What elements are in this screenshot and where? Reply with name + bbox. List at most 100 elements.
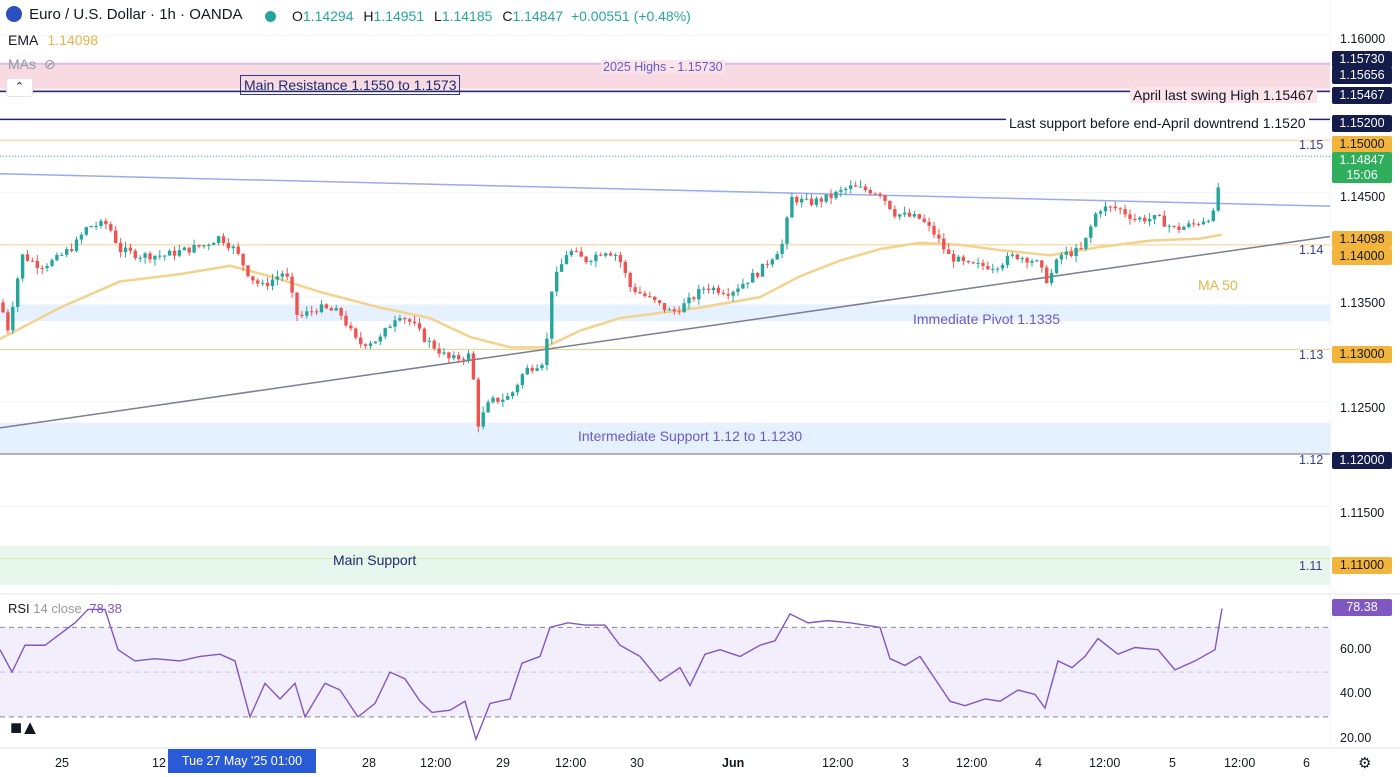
candle-body: [65, 249, 69, 255]
candle-body: [746, 282, 750, 284]
market-status-icon: [265, 11, 276, 22]
candle-body: [172, 250, 177, 256]
candle-body: [809, 198, 814, 205]
candle-body: [501, 399, 505, 402]
candle-body: [471, 353, 476, 380]
candle-body: [114, 230, 118, 243]
candle-body: [706, 288, 711, 291]
ema-legend[interactable]: EMA 1.14098: [8, 32, 98, 48]
candle-body: [378, 336, 382, 342]
rsi-axis-label: 60.00: [1340, 642, 1372, 656]
candle-body: [574, 251, 578, 253]
candle-body: [261, 282, 265, 284]
candle-body: [1157, 215, 1162, 217]
candle-body: [55, 254, 59, 261]
candle-body: [951, 253, 956, 262]
candle-body: [755, 273, 760, 277]
candle-body: [408, 319, 412, 322]
candle-body: [947, 249, 951, 254]
candle-body: [1192, 223, 1196, 225]
candle-body: [373, 341, 378, 344]
candle-body: [878, 193, 882, 196]
price-tag-13000: 1.13000: [1332, 346, 1392, 363]
candle-body: [785, 217, 789, 244]
candle-body: [662, 303, 667, 311]
candle-body: [853, 185, 858, 187]
rsi-line: [0, 608, 1223, 742]
mas-legend[interactable]: MAs ⊘: [8, 56, 56, 73]
collapse-legend-button[interactable]: ⌃: [6, 78, 33, 97]
candle-body: [1133, 218, 1137, 220]
candle-body: [50, 260, 54, 266]
candle-body: [496, 397, 500, 402]
candle-body: [1094, 213, 1098, 227]
high-value: 1.14951: [373, 8, 425, 24]
candle-body: [89, 226, 93, 228]
candle-body: [819, 198, 823, 202]
candle-body: [285, 273, 289, 277]
candle-body: [275, 276, 280, 280]
open-value: 1.14294: [302, 8, 354, 24]
tradingview-logo[interactable]: ■▲: [10, 717, 40, 740]
candle-body: [599, 254, 603, 256]
candle-body: [334, 308, 338, 311]
settings-gear-icon[interactable]: ⚙: [1358, 755, 1372, 772]
time-axis-label: 12:00: [1089, 756, 1121, 770]
candle-body: [241, 253, 245, 266]
candle-body: [1079, 247, 1083, 249]
low-label: L: [434, 8, 442, 24]
candle-body: [584, 256, 588, 263]
rsi-price-tag: 78.38: [1332, 599, 1392, 616]
candle-body: [11, 306, 15, 331]
candle-body: [608, 253, 613, 256]
candle-body: [300, 314, 304, 316]
candle-body: [741, 283, 745, 289]
candle-body: [1211, 210, 1215, 221]
rsi-legend[interactable]: RSI 14 close 78.38: [8, 601, 122, 616]
candle-body: [618, 255, 623, 262]
candle-body: [187, 247, 191, 253]
candle-body: [319, 304, 324, 313]
candle-body: [30, 260, 35, 262]
candle-body: [163, 255, 167, 257]
price-axis-label: 1.11500: [1340, 506, 1385, 520]
candle-body: [898, 214, 902, 217]
mas-label: MAs: [8, 56, 36, 72]
immediate-pivot-label: Immediate Pivot 1.1335: [913, 311, 1061, 327]
candle-body: [956, 256, 961, 262]
price-tag-15200: 1.15200: [1332, 115, 1392, 132]
candle-body: [922, 218, 926, 222]
candle-body: [368, 343, 373, 346]
candle-body: [1143, 217, 1147, 222]
candle-body: [535, 368, 539, 371]
candle-body: [902, 212, 907, 215]
candle-body: [721, 292, 725, 294]
candle-body: [466, 353, 471, 360]
candle-body: [525, 367, 529, 375]
candle-body: [6, 312, 10, 331]
candle-body: [981, 262, 985, 267]
candle-body: [1123, 209, 1127, 215]
ema-value: 1.14098: [47, 32, 99, 48]
candle-body: [427, 340, 431, 342]
candle-body: [192, 244, 196, 253]
main-resistance-label: Main Resistance 1.1550 to 1.1573: [240, 75, 461, 95]
symbol-title[interactable]: Euro / U.S. Dollar · 1h · OANDA: [6, 6, 243, 23]
eye-hidden-icon[interactable]: ⊘: [43, 56, 56, 72]
candle-body: [212, 243, 216, 245]
price-tag-15000: 1.15000: [1332, 136, 1392, 153]
candle-body: [1162, 215, 1166, 227]
candle-body: [1054, 259, 1059, 273]
candle-body: [540, 364, 544, 369]
bar-countdown: 15:06: [1346, 168, 1378, 182]
candle-body: [143, 253, 147, 258]
time-axis-label: 12:00: [956, 756, 988, 770]
candle-body: [1030, 260, 1034, 263]
main-support-label: Main Support: [333, 552, 417, 568]
candle-body: [1182, 226, 1186, 230]
candle-body: [40, 267, 44, 269]
flag-icon: [6, 6, 22, 22]
candle-body: [1069, 251, 1073, 257]
chevron-up-icon: ⌃: [14, 81, 25, 93]
